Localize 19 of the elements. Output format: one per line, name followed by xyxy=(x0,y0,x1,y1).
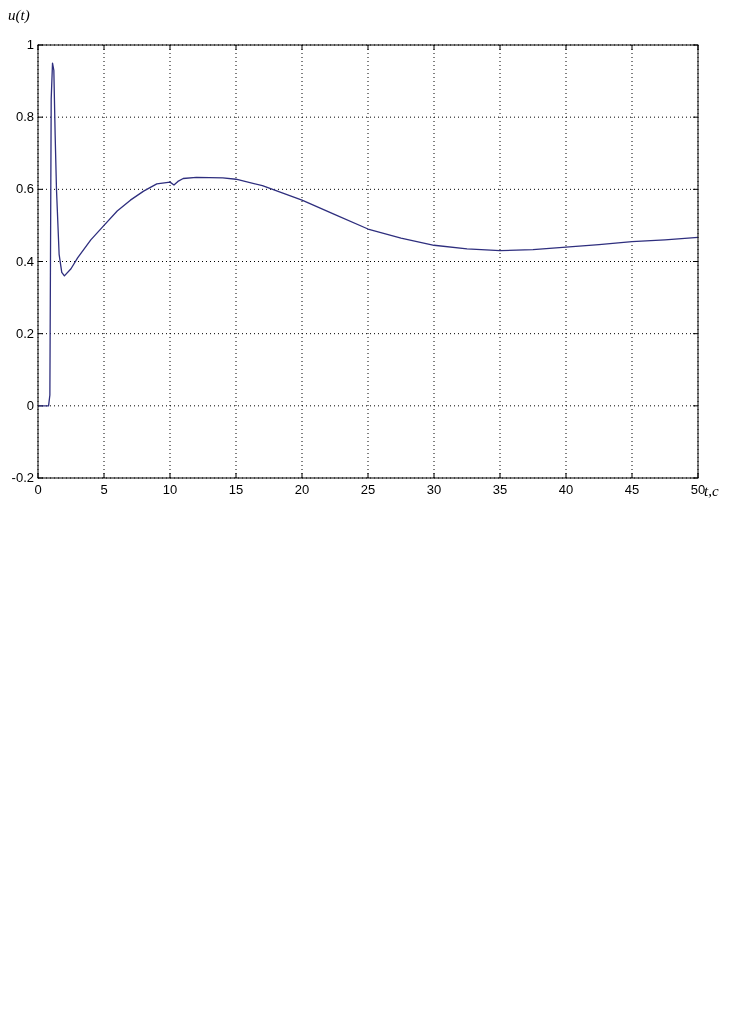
y-tick-label: 0.6 xyxy=(15,181,34,197)
x-tick-label: 10 xyxy=(162,482,178,497)
line-series xyxy=(37,62,699,407)
y-tick-label: 0.8 xyxy=(15,109,34,125)
x-tick-label: 5 xyxy=(100,482,108,497)
y-tick-label: 0 xyxy=(26,397,34,413)
y-tick-label: 0.4 xyxy=(15,253,34,269)
x-tick-label: 35 xyxy=(492,482,508,497)
x-tick-label: 20 xyxy=(294,482,310,497)
x-tick-label: 15 xyxy=(228,482,244,497)
y-tick-label: -0.2 xyxy=(11,470,34,485)
y-tick-label: 1 xyxy=(26,37,34,52)
x-tick-label: 30 xyxy=(426,482,442,497)
x-tick-label: 45 xyxy=(624,482,640,497)
x-tick-label: 40 xyxy=(558,482,574,497)
x-axis-title: t,c xyxy=(704,483,719,499)
y-tick-label: 0.2 xyxy=(15,325,34,341)
y-axis-title: u(t) xyxy=(8,7,30,24)
x-tick-label: 25 xyxy=(360,482,376,497)
